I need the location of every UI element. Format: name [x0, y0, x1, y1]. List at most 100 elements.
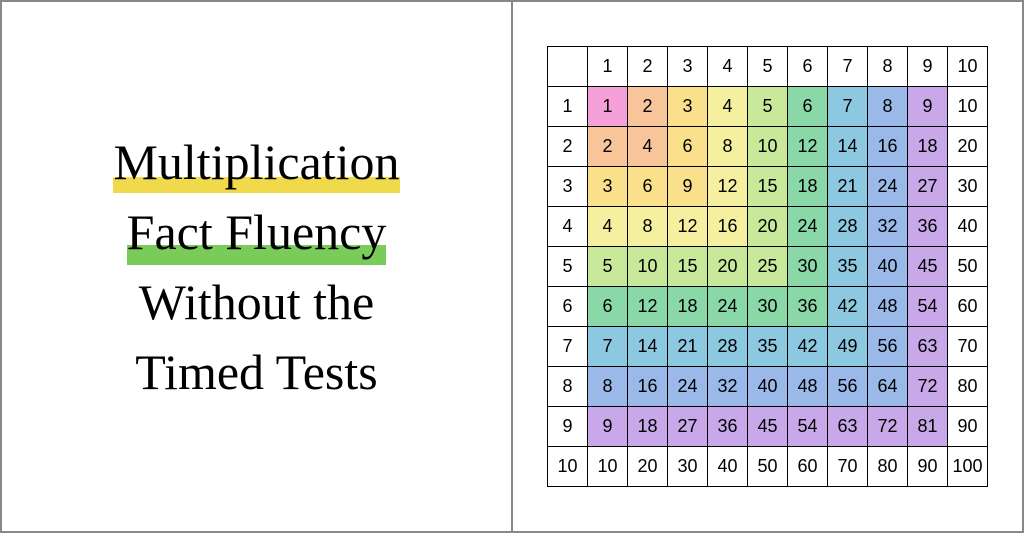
multiplication-table: 1234567891011234567891022468101214161820… [547, 46, 988, 487]
table-cell: 81 [908, 407, 948, 447]
table-cell: 8 [868, 87, 908, 127]
table-cell: 24 [868, 167, 908, 207]
table-cell: 28 [708, 327, 748, 367]
table-cell: 7 [588, 327, 628, 367]
table-cell: 70 [828, 447, 868, 487]
table-cell: 35 [748, 327, 788, 367]
table-cell: 12 [668, 207, 708, 247]
table-cell: 9 [668, 167, 708, 207]
table-cell: 15 [748, 167, 788, 207]
table-cell: 40 [748, 367, 788, 407]
table-cell: 24 [668, 367, 708, 407]
table-cell: 4 [628, 127, 668, 167]
title-line-1: Multiplication [113, 127, 399, 197]
col-header: 6 [788, 47, 828, 87]
table-cell: 7 [828, 87, 868, 127]
col-header: 4 [708, 47, 748, 87]
table-cell: 12 [628, 287, 668, 327]
table-cell: 50 [748, 447, 788, 487]
table-cell: 24 [708, 287, 748, 327]
row-header: 1 [548, 87, 588, 127]
table-cell: 40 [948, 207, 988, 247]
corner-cell [548, 47, 588, 87]
row-header: 7 [548, 327, 588, 367]
table-cell: 30 [748, 287, 788, 327]
table-cell: 60 [948, 287, 988, 327]
table-cell: 2 [588, 127, 628, 167]
table-cell: 6 [628, 167, 668, 207]
table-cell: 90 [908, 447, 948, 487]
col-header: 2 [628, 47, 668, 87]
col-header: 9 [908, 47, 948, 87]
table-cell: 32 [868, 207, 908, 247]
row-header: 9 [548, 407, 588, 447]
col-header: 1 [588, 47, 628, 87]
table-cell: 56 [828, 367, 868, 407]
table-cell: 3 [668, 87, 708, 127]
table-cell: 6 [788, 87, 828, 127]
table-cell: 20 [708, 247, 748, 287]
table-cell: 45 [748, 407, 788, 447]
table-cell: 54 [908, 287, 948, 327]
table-cell: 14 [628, 327, 668, 367]
table-cell: 63 [908, 327, 948, 367]
table-cell: 35 [828, 247, 868, 287]
table-panel: 1234567891011234567891022468101214161820… [513, 0, 1024, 533]
table-cell: 80 [868, 447, 908, 487]
table-cell: 80 [948, 367, 988, 407]
table-cell: 30 [948, 167, 988, 207]
table-cell: 64 [868, 367, 908, 407]
table-cell: 42 [788, 327, 828, 367]
table-cell: 18 [788, 167, 828, 207]
table-cell: 16 [628, 367, 668, 407]
table-cell: 45 [908, 247, 948, 287]
table-cell: 60 [788, 447, 828, 487]
table-cell: 36 [788, 287, 828, 327]
table-cell: 54 [788, 407, 828, 447]
row-header: 3 [548, 167, 588, 207]
table-cell: 4 [708, 87, 748, 127]
table-cell: 40 [708, 447, 748, 487]
table-cell: 21 [668, 327, 708, 367]
table-cell: 6 [668, 127, 708, 167]
table-cell: 10 [748, 127, 788, 167]
table-cell: 9 [588, 407, 628, 447]
table-cell: 18 [628, 407, 668, 447]
table-cell: 49 [828, 327, 868, 367]
table-cell: 16 [708, 207, 748, 247]
table-cell: 21 [828, 167, 868, 207]
table-cell: 70 [948, 327, 988, 367]
table-cell: 8 [628, 207, 668, 247]
table-cell: 3 [588, 167, 628, 207]
table-cell: 30 [788, 247, 828, 287]
table-cell: 25 [748, 247, 788, 287]
row-header: 4 [548, 207, 588, 247]
table-cell: 72 [868, 407, 908, 447]
table-cell: 10 [948, 87, 988, 127]
col-header: 10 [948, 47, 988, 87]
table-cell: 32 [708, 367, 748, 407]
table-cell: 18 [668, 287, 708, 327]
table-cell: 16 [868, 127, 908, 167]
table-cell: 20 [628, 447, 668, 487]
table-cell: 20 [748, 207, 788, 247]
title-line-2: Fact Fluency [127, 197, 387, 267]
title-panel: Multiplication Fact Fluency Without the … [0, 0, 513, 533]
table-cell: 36 [708, 407, 748, 447]
row-header: 5 [548, 247, 588, 287]
row-header: 10 [548, 447, 588, 487]
row-header: 2 [548, 127, 588, 167]
table-cell: 10 [628, 247, 668, 287]
table-cell: 72 [908, 367, 948, 407]
table-cell: 24 [788, 207, 828, 247]
table-cell: 15 [668, 247, 708, 287]
table-cell: 20 [948, 127, 988, 167]
table-cell: 5 [748, 87, 788, 127]
table-cell: 10 [588, 447, 628, 487]
table-cell: 63 [828, 407, 868, 447]
row-header: 6 [548, 287, 588, 327]
table-cell: 9 [908, 87, 948, 127]
table-cell: 100 [948, 447, 988, 487]
table-cell: 48 [868, 287, 908, 327]
title-line-3: Without the [139, 267, 374, 337]
